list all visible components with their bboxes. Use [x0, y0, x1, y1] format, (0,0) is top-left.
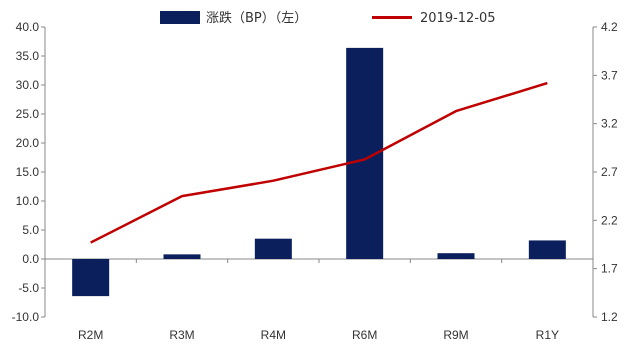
x-axis-ticks: R2M R3M R4M R6M R9M R1Y: [44, 259, 594, 342]
x-tick-label: R3M: [169, 328, 194, 342]
right-tick-label: 3.2: [601, 117, 618, 131]
bar: [528, 240, 566, 259]
left-tick-label: 20.0: [16, 136, 40, 150]
series-line: [90, 81, 548, 244]
right-axis-ticks: 1.2 1.7 2.2 2.7 3.2 3.7 4.2: [593, 20, 618, 324]
left-tick-label: 0.0: [22, 252, 39, 266]
left-tick-label: 10.0: [16, 194, 40, 208]
right-tick-label: 2.7: [601, 165, 618, 179]
left-tick-label: 30.0: [16, 78, 40, 92]
bar: [72, 259, 110, 297]
line-series: [90, 81, 548, 244]
left-tick-label: 40.0: [16, 20, 40, 34]
legend-bar-label: 涨跌（BP）（左）: [206, 10, 307, 26]
left-tick-label: -10.0: [12, 310, 40, 324]
axes: [44, 27, 594, 317]
right-tick-label: 3.7: [601, 68, 618, 82]
bar: [254, 238, 292, 259]
right-tick-label: 4.2: [601, 20, 618, 34]
legend: 涨跌（BP）（左） 2019-12-05: [160, 10, 496, 26]
bar-series: [72, 47, 566, 297]
bar: [437, 253, 475, 259]
right-tick-label: 1.2: [601, 310, 618, 324]
legend-bar-swatch: [160, 11, 200, 24]
right-tick-label: 2.2: [601, 213, 618, 227]
left-axis-ticks: -10.0 -5.0 0.0 5.0 10.0 15.0 20.0 25.0 30.0 35.0 4…: [12, 20, 45, 324]
left-tick-label: 25.0: [16, 107, 40, 121]
x-tick-label: R2M: [78, 328, 103, 342]
x-tick-label: R6M: [352, 328, 377, 342]
x-tick-label: R9M: [443, 328, 468, 342]
legend-line-label: 2019-12-05: [420, 11, 496, 26]
left-tick-label: 15.0: [16, 165, 40, 179]
left-tick-label: 5.0: [22, 223, 39, 237]
bar: [163, 254, 201, 259]
x-tick-label: R1Y: [536, 328, 559, 342]
x-tick-label: R4M: [261, 328, 286, 342]
left-tick-label: -5.0: [18, 281, 39, 295]
right-tick-label: 1.7: [601, 262, 618, 276]
left-tick-label: 35.0: [16, 49, 40, 63]
